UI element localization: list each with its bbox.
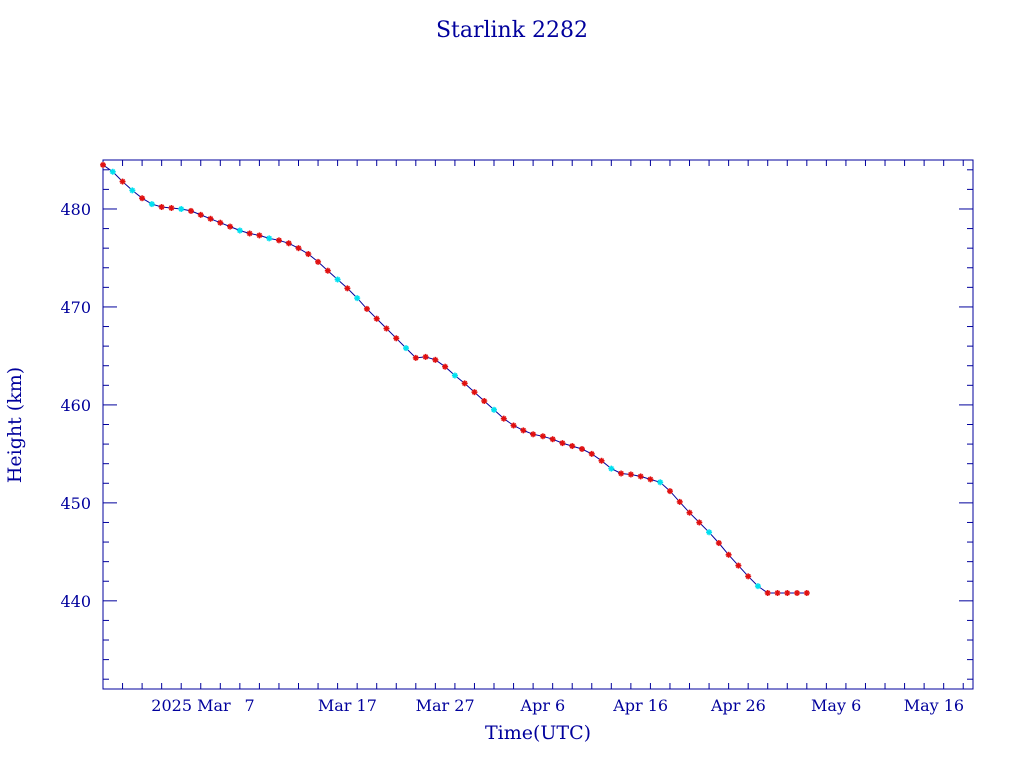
- data-point: [461, 380, 468, 387]
- data-point: [432, 356, 439, 363]
- data-point: [119, 178, 126, 185]
- data-point: [774, 589, 781, 596]
- data-point: [608, 465, 615, 472]
- data-point: [285, 240, 292, 247]
- data-point: [735, 562, 742, 569]
- data-point: [794, 589, 801, 596]
- data-point: [344, 285, 351, 292]
- data-point: [500, 415, 507, 422]
- data-point: [383, 325, 390, 332]
- data-point: [754, 583, 761, 590]
- data-point: [451, 372, 458, 379]
- x-tick-labels: 2025 Mar 7 Mar 17 Mar 27 Apr 6 Apr 16 Apr 26 Ma…: [151, 696, 964, 715]
- data-point: [275, 237, 282, 244]
- y-axis-label: Height (km): [4, 367, 26, 483]
- y-tick-labels: 440 450 460 470 480: [60, 200, 91, 611]
- data-point: [520, 427, 527, 434]
- data-point: [559, 440, 566, 447]
- x-axis-label: Time(UTC): [485, 722, 591, 744]
- data-point: [764, 589, 771, 596]
- x-tick-label: May 16: [904, 696, 964, 715]
- y-tick-label: 470: [60, 298, 91, 317]
- data-point: [168, 205, 175, 212]
- data-point: [373, 315, 380, 322]
- data-point: [266, 235, 273, 242]
- data-point: [657, 479, 664, 486]
- data-point: [412, 354, 419, 361]
- data-point: [363, 305, 370, 312]
- data-point: [246, 230, 253, 237]
- data-point: [393, 335, 400, 342]
- data-point: [510, 422, 517, 429]
- x-tick-label: 7: [245, 696, 255, 715]
- data-point: [403, 345, 410, 352]
- data-point: [227, 223, 234, 230]
- data-point: [784, 589, 791, 596]
- y-tick-label: 460: [60, 396, 91, 415]
- data-point: [569, 443, 576, 450]
- data-point: [158, 204, 165, 211]
- data-point: [715, 540, 722, 547]
- data-point: [422, 353, 429, 360]
- data-point: [647, 476, 654, 483]
- data-point: [725, 551, 732, 558]
- data-point: [637, 473, 644, 480]
- data-point: [588, 450, 595, 457]
- data-point: [305, 251, 312, 258]
- data-point: [676, 498, 683, 505]
- x-tick-label: Apr 6: [520, 696, 566, 715]
- height-data-points: [100, 161, 810, 596]
- x-tick-label: Mar 17: [318, 696, 377, 715]
- data-point: [803, 589, 810, 596]
- data-point: [354, 295, 361, 302]
- data-point: [129, 187, 136, 194]
- data-point: [598, 457, 605, 464]
- data-point: [139, 195, 146, 202]
- data-point: [666, 488, 673, 495]
- y-tick-label: 440: [60, 592, 91, 611]
- data-point: [217, 219, 224, 226]
- data-point: [442, 363, 449, 370]
- height-trace-line: [102, 164, 807, 594]
- data-point: [706, 529, 713, 536]
- data-point: [549, 436, 556, 443]
- data-point: [324, 267, 331, 274]
- x-tick-label: 2025 Mar: [151, 696, 231, 715]
- data-point: [491, 406, 498, 413]
- x-tick-label: Apr 26: [710, 696, 766, 715]
- data-point: [295, 245, 302, 252]
- data-point: [315, 258, 322, 265]
- data-point: [148, 201, 155, 208]
- x-tick-label: May 6: [811, 696, 861, 715]
- y-tick-label: 450: [60, 494, 91, 513]
- chart-title: Starlink 2282: [436, 18, 588, 43]
- data-point: [618, 470, 625, 477]
- data-point: [530, 431, 537, 438]
- data-point: [109, 168, 116, 175]
- data-point: [256, 232, 263, 239]
- axis-ticks: [102, 160, 973, 689]
- data-point: [236, 227, 243, 234]
- data-point: [696, 519, 703, 526]
- data-point: [197, 211, 204, 218]
- plot-frame: [102, 159, 974, 690]
- x-tick-label: Mar 27: [416, 696, 475, 715]
- data-point: [334, 276, 341, 283]
- data-point: [627, 471, 634, 478]
- data-point: [187, 207, 194, 214]
- data-point: [745, 573, 752, 580]
- data-point: [686, 509, 693, 516]
- data-point: [481, 397, 488, 404]
- data-point: [178, 205, 185, 212]
- data-point: [471, 389, 478, 396]
- data-point: [207, 215, 214, 222]
- data-point: [100, 161, 106, 168]
- y-tick-label: 480: [60, 200, 91, 219]
- data-point: [539, 433, 546, 440]
- data-point: [578, 445, 585, 452]
- x-tick-label: Apr 16: [612, 696, 668, 715]
